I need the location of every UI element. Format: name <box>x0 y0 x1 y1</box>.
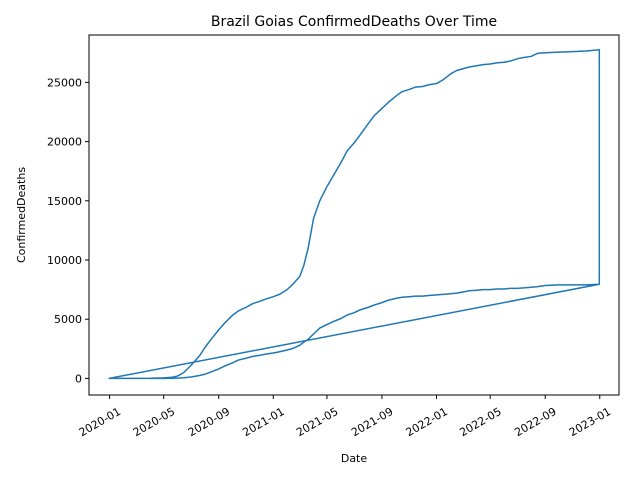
y-tick-label-4: 20000 <box>47 136 82 149</box>
y-tick-label-2: 10000 <box>47 254 82 267</box>
series-line-0 <box>108 49 601 380</box>
y-tick-label-3: 15000 <box>47 195 82 208</box>
y-tick-label-5: 25000 <box>47 76 82 89</box>
x-axis-label: Date <box>341 452 368 465</box>
plot-frame <box>88 34 620 396</box>
y-axis-label: ConfirmedDeaths <box>15 167 28 263</box>
y-tick-label-1: 5000 <box>54 313 82 326</box>
series-layer <box>108 49 601 380</box>
y-tick-label-0: 0 <box>75 372 82 385</box>
y-axis: 0 5000 10000 15000 20000 25000 <box>47 76 89 385</box>
chart-title: Brazil Goias ConfirmedDeaths Over Time <box>211 14 497 30</box>
